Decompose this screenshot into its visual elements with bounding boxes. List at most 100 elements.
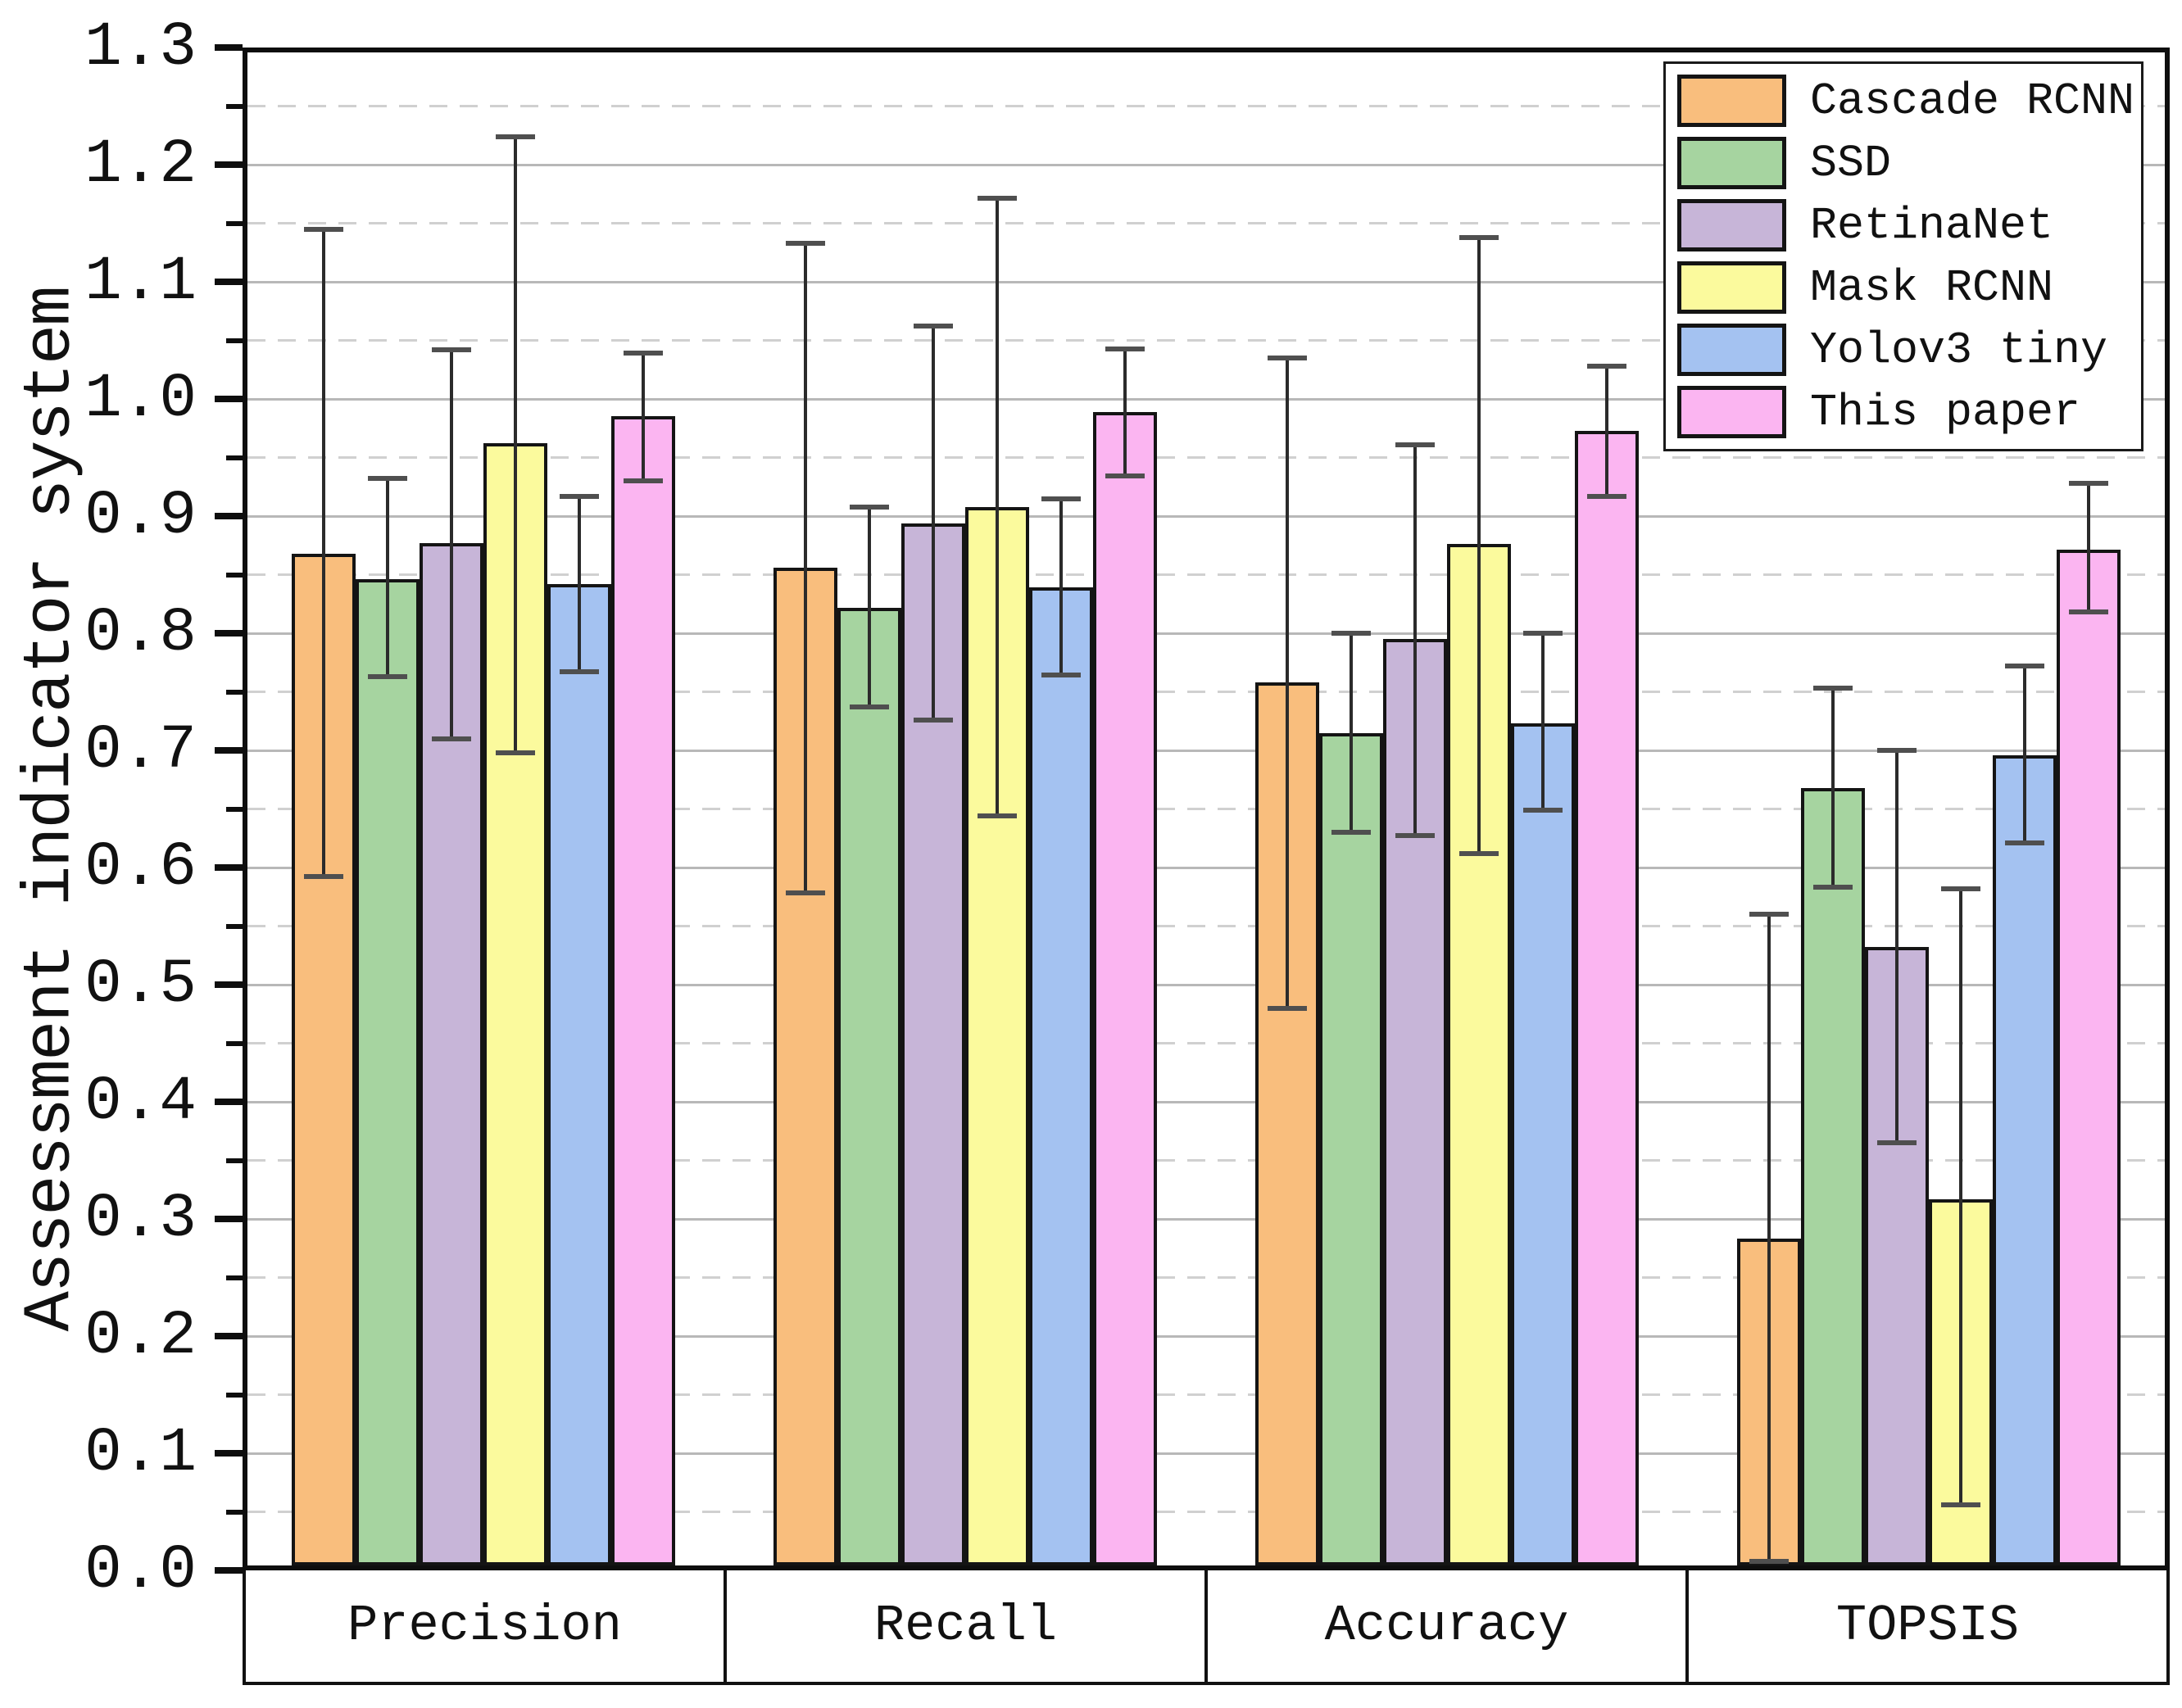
y-major-tick [215,396,243,402]
error-cap-top-ssd-recall [850,504,889,510]
gridline-minor [247,1393,2165,1396]
gridline-minor [247,222,2165,224]
error-bar-retinanet-topsis [1895,750,1898,1144]
error-bar-ssd-recall [868,506,871,708]
error-cap-bottom-cascade-rcnn-recall [786,890,825,896]
gridline-major [247,866,2165,869]
error-cap-top-retinanet-recall [914,324,953,329]
y-tick-label: 0.5 [84,949,197,1020]
error-cap-bottom-this-paper-accuracy [1587,493,1626,499]
error-cap-top-this-paper-topsis [2069,480,2108,486]
y-major-tick [215,981,243,988]
y-tick-label: 0.6 [84,832,197,903]
y-major-tick [215,1450,243,1457]
y-tick-label: 1.0 [84,364,197,434]
gridline-major [247,749,2165,752]
gridline-major [247,983,2165,986]
error-cap-top-ssd-topsis [1813,686,1853,691]
legend-label-mask-rcnn: Mask RCNN [1810,261,2054,314]
error-bar-ssd-precision [386,478,389,677]
bar-ssd-recall [837,607,901,1565]
gridline-major [247,1452,2165,1455]
y-tick-label: 0.8 [84,598,197,668]
error-bar-retinanet-accuracy [1413,444,1417,836]
error-bar-this-paper-recall [1123,348,1127,477]
error-bar-cascade-rcnn-recall [804,242,807,894]
legend-item-mask-rcnn: Mask RCNN [1677,261,2130,314]
y-minor-tick [226,1040,243,1046]
error-cap-bottom-cascade-rcnn-precision [304,874,343,880]
bar-ssd-topsis [1801,787,1865,1565]
error-cap-bottom-mask-rcnn-recall [978,813,1017,819]
bar-this-paper-accuracy [1575,430,1639,1565]
y-minor-tick [226,572,243,578]
error-cap-bottom-mask-rcnn-precision [496,750,535,755]
category-label-precision: Precision [347,1596,622,1655]
bar-ssd-accuracy [1319,732,1383,1565]
error-cap-top-yolov3-tiny-accuracy [1523,631,1563,636]
bar-this-paper-precision [611,416,675,1565]
error-cap-bottom-retinanet-recall [914,717,953,723]
y-major-tick [215,747,243,754]
gridline-minor [247,1511,2165,1513]
error-bar-this-paper-precision [642,353,645,482]
legend-swatch-cascade-rcnn [1677,75,1786,127]
gridline-minor [247,456,2165,459]
y-major-tick [215,864,243,871]
legend-swatch-retinanet [1677,199,1786,251]
error-cap-top-this-paper-accuracy [1587,363,1626,369]
y-major-tick [215,1333,243,1339]
y-tick-label: 0.9 [84,481,197,551]
error-bar-cascade-rcnn-precision [322,229,325,877]
error-bar-ssd-topsis [1831,688,1835,888]
error-cap-bottom-yolov3-tiny-recall [1041,673,1081,678]
y-tick-label: 0.2 [84,1301,197,1371]
error-cap-top-this-paper-precision [624,351,663,356]
category-label-accuracy: Accuracy [1324,1596,1569,1655]
legend-item-cascade-rcnn: Cascade RCNN [1677,75,2134,127]
y-tick-label: 1.3 [84,12,197,83]
error-cap-bottom-yolov3-tiny-accuracy [1523,807,1563,813]
error-cap-top-mask-rcnn-precision [496,134,535,139]
error-cap-top-yolov3-tiny-recall [1041,496,1081,501]
y-minor-tick [226,1392,243,1398]
category-box-recall: Recall [724,1565,1208,1685]
y-minor-tick [226,338,243,343]
legend-item-this-paper: This paper [1677,386,2130,438]
category-box-accuracy: Accuracy [1204,1565,1689,1685]
gridline-minor [247,1276,2165,1279]
error-bar-yolov3-tiny-precision [578,496,581,673]
legend-label-retinanet: RetinaNet [1810,199,2054,251]
bar-this-paper-topsis [2057,550,2121,1565]
legend-swatch-this-paper [1677,386,1786,438]
error-cap-bottom-yolov3-tiny-topsis [2005,840,2044,845]
category-box-precision: Precision [243,1565,727,1685]
y-major-tick [215,1567,243,1574]
gridline-major [247,280,2165,283]
error-bar-retinanet-precision [450,349,453,739]
error-cap-top-cascade-rcnn-topsis [1749,912,1789,917]
y-minor-tick [226,923,243,929]
error-cap-bottom-this-paper-recall [1105,473,1145,479]
error-bar-ssd-accuracy [1350,633,1353,833]
y-tick-label: 1.2 [84,129,197,200]
error-cap-top-ssd-precision [368,476,407,482]
error-cap-bottom-cascade-rcnn-topsis [1749,1558,1789,1564]
error-cap-bottom-mask-rcnn-accuracy [1459,850,1499,856]
legend-item-ssd: SSD [1677,137,2130,189]
legend-label-this-paper: This paper [1810,386,2081,438]
error-cap-bottom-retinanet-accuracy [1395,833,1435,839]
bar-this-paper-recall [1093,411,1157,1565]
error-cap-bottom-this-paper-precision [624,478,663,484]
error-bar-yolov3-tiny-recall [1059,498,1063,676]
error-cap-top-mask-rcnn-accuracy [1459,234,1499,240]
error-cap-top-cascade-rcnn-accuracy [1268,355,1307,360]
bar-yolov3-tiny-precision [547,583,611,1565]
error-cap-top-this-paper-recall [1105,346,1145,351]
legend-swatch-ssd [1677,137,1786,189]
gridline-major [247,163,2165,166]
y-major-tick [215,513,243,519]
gridline-major [247,1100,2165,1103]
gridline-minor [247,1042,2165,1044]
